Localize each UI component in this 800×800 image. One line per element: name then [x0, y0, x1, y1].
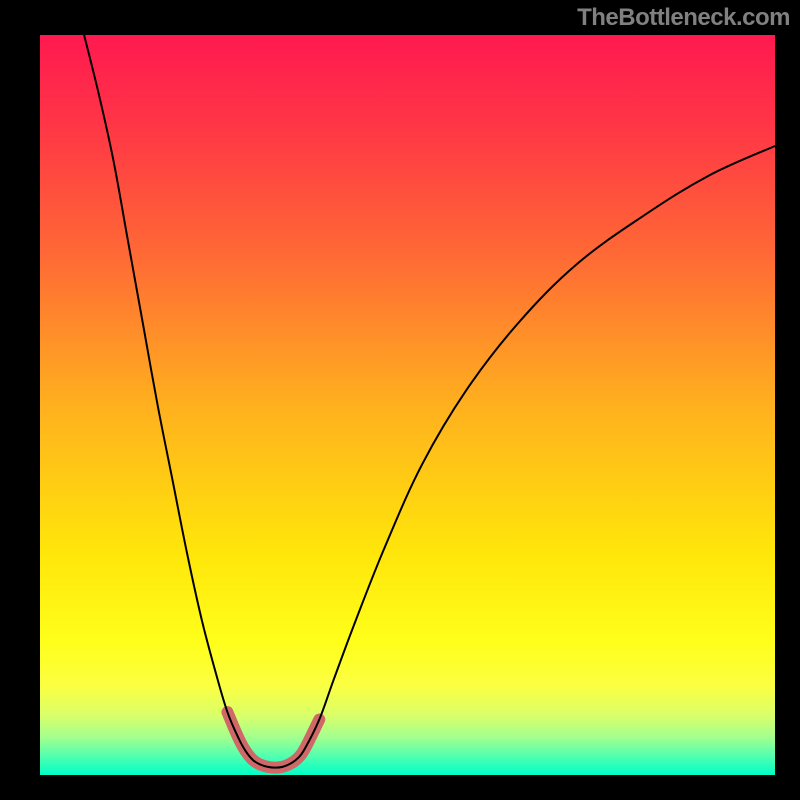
- plot-background: [40, 35, 775, 775]
- watermark-text: TheBottleneck.com: [577, 4, 790, 32]
- bottleneck-chart: [0, 0, 800, 800]
- chart-container: TheBottleneck.com: [0, 0, 800, 800]
